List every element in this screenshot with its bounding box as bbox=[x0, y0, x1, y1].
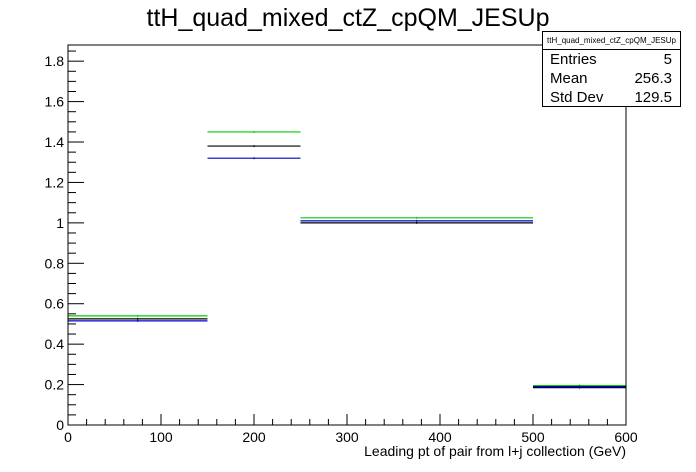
x-tick-label: 300 bbox=[335, 429, 359, 445]
x-tick-label: 0 bbox=[64, 429, 72, 445]
stats-row-stddev: Std Dev 129.5 bbox=[543, 88, 680, 107]
stats-value: 129.5 bbox=[634, 89, 672, 106]
stats-label: Entries bbox=[550, 51, 597, 68]
x-tick-label: 200 bbox=[242, 429, 266, 445]
stats-row-mean: Mean 256.3 bbox=[543, 69, 680, 88]
y-tick-label: 0.8 bbox=[45, 255, 65, 271]
x-tick-label: 500 bbox=[521, 429, 545, 445]
stats-box: ttH_quad_mixed_ctZ_cpQM_JESUp Entries 5 … bbox=[542, 31, 681, 107]
stats-label: Mean bbox=[550, 70, 588, 87]
stats-value: 256.3 bbox=[634, 70, 672, 87]
y-tick-label: 0.6 bbox=[45, 296, 65, 312]
y-tick-label: 1.8 bbox=[45, 53, 65, 69]
y-tick-label: 1.6 bbox=[45, 94, 65, 110]
chart-title: ttH_quad_mixed_ctZ_cpQM_JESUp bbox=[146, 4, 550, 32]
y-tick-label: 0.4 bbox=[45, 336, 65, 352]
stats-label: Std Dev bbox=[550, 89, 604, 106]
x-tick-label: 600 bbox=[614, 429, 638, 445]
x-tick-label: 100 bbox=[149, 429, 173, 445]
x-tick-label: 400 bbox=[428, 429, 452, 445]
series-layer bbox=[68, 130, 626, 389]
y-tick-label: 1 bbox=[56, 215, 64, 231]
stats-row-entries: Entries 5 bbox=[543, 50, 680, 69]
stats-title: ttH_quad_mixed_ctZ_cpQM_JESUp bbox=[543, 32, 680, 50]
y-tick-label: 1.2 bbox=[45, 174, 65, 190]
y-tick-label: 0.2 bbox=[45, 377, 65, 393]
stats-value: 5 bbox=[663, 51, 672, 68]
x-axis-label: Leading pt of pair from l+j collection (… bbox=[364, 443, 626, 459]
y-tick-label: 0 bbox=[56, 417, 64, 433]
y-tick-label: 1.4 bbox=[45, 134, 65, 150]
axes-layer: 0 100 200 300 400 500 600 0 0.2 0.4 0.6 0.8 1 1.2 1.4 1… bbox=[45, 50, 638, 445]
